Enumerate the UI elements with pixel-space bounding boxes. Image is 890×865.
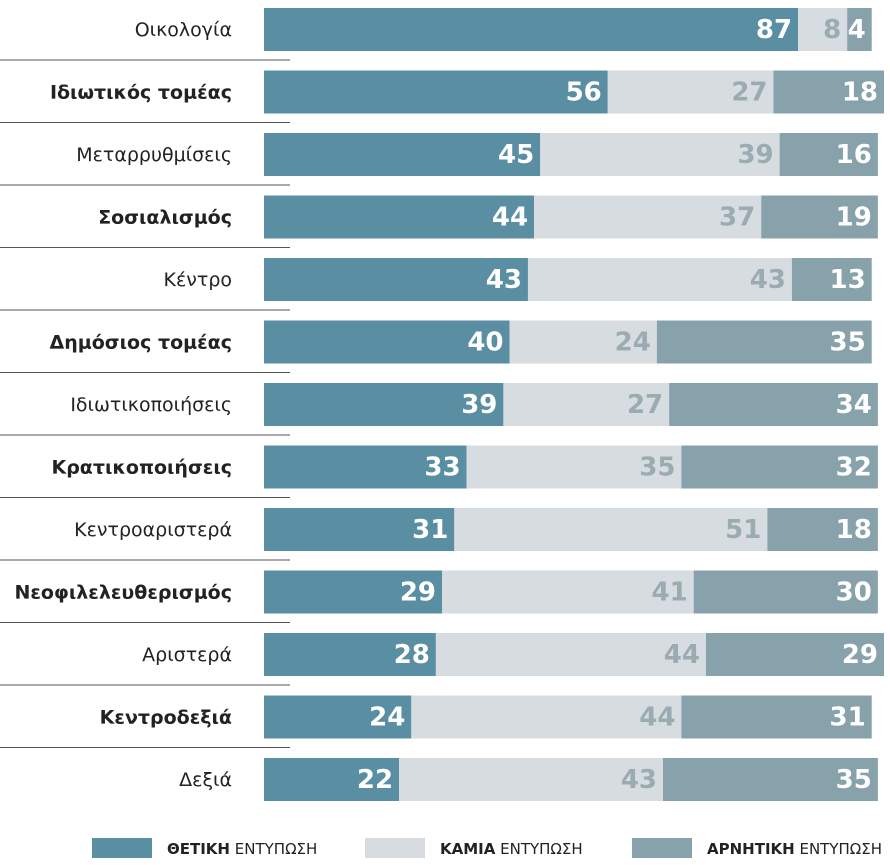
value-label: 29 — [400, 578, 436, 608]
bar-segment — [681, 695, 872, 739]
value-label: 27 — [627, 390, 663, 420]
value-label: 44 — [639, 703, 675, 733]
bar-segment — [466, 445, 682, 489]
value-label: 19 — [836, 203, 872, 233]
category-label: Νεοφιλελευθερισμός — [14, 582, 232, 604]
bar-segment — [264, 695, 412, 739]
bar-segment — [681, 445, 878, 489]
value-label: 43 — [486, 265, 522, 295]
bar-segment — [264, 258, 528, 301]
legend-swatch — [92, 838, 152, 858]
value-label: 56 — [566, 78, 602, 108]
category-label: Κεντροαριστερά — [74, 519, 232, 541]
bar-segment — [503, 383, 670, 426]
legend-label: ΚΑΜΙΑ ΕΝΤΥΠΩΣΗ — [440, 840, 583, 858]
value-label: 27 — [731, 78, 767, 108]
category-label: Σοσιαλισμός — [98, 207, 232, 229]
value-label: 43 — [621, 765, 657, 795]
value-label: 45 — [498, 140, 534, 170]
value-label: 28 — [394, 640, 430, 670]
bar-segment — [693, 570, 878, 614]
value-label: 43 — [750, 265, 786, 295]
value-label: 39 — [737, 140, 773, 170]
value-label: 34 — [836, 390, 872, 420]
bar-segment — [435, 633, 706, 676]
bar-segment — [540, 133, 780, 176]
value-label: 51 — [725, 515, 761, 545]
category-label: Δεξιά — [179, 769, 232, 791]
value-label: 22 — [357, 765, 393, 795]
category-label: Αριστερά — [142, 644, 232, 666]
bar-segment — [264, 320, 510, 364]
category-label: Ιδιωτικοποιήσεις — [70, 394, 232, 416]
bar-segment — [264, 133, 541, 176]
value-label: 32 — [836, 453, 872, 483]
bar-segment — [264, 383, 504, 426]
category-label: Κέντρο — [164, 269, 232, 291]
bar-segment — [534, 195, 762, 239]
bar-segment — [847, 8, 872, 51]
bar-segment — [773, 70, 884, 114]
value-label: 31 — [412, 515, 448, 545]
category-label: Κεντροδεξιά — [100, 707, 232, 729]
bar-segment — [509, 320, 657, 364]
value-label: 30 — [836, 578, 872, 608]
bar-segment — [411, 695, 682, 739]
bar-segment — [669, 383, 878, 426]
category-label: Δημόσιος τομέας — [50, 332, 232, 354]
bar-segment — [264, 508, 455, 551]
legend-swatch — [365, 838, 425, 858]
category-label: Μεταρρυθμίσεις — [76, 144, 232, 166]
value-label: 18 — [836, 515, 872, 545]
bar-segment — [607, 70, 774, 114]
value-label: 35 — [830, 328, 866, 358]
bar-segment — [264, 445, 467, 489]
bar-segment — [767, 508, 878, 551]
value-label: 44 — [492, 203, 528, 233]
value-label: 87 — [756, 15, 792, 45]
bar-segment — [656, 320, 872, 364]
legend-label: ΘΕΤΙΚΗ ΕΝΤΥΠΩΣΗ — [167, 840, 317, 858]
bar-segment — [264, 570, 443, 614]
bar-segment — [264, 70, 608, 114]
value-label: 24 — [369, 703, 405, 733]
value-label: 29 — [842, 640, 878, 670]
bar-segment — [264, 758, 400, 801]
value-label: 33 — [424, 453, 460, 483]
legend-swatch — [632, 838, 692, 858]
bar-segment — [761, 195, 878, 239]
bar-segment — [798, 8, 848, 51]
bar-segment — [399, 758, 664, 801]
value-label: 4 — [848, 15, 866, 45]
value-label: 39 — [461, 390, 497, 420]
value-label: 31 — [830, 703, 866, 733]
value-label: 8 — [823, 15, 841, 45]
bar-segment — [454, 508, 768, 551]
value-label: 13 — [830, 265, 866, 295]
bar-segment — [791, 258, 872, 301]
value-label: 35 — [836, 765, 872, 795]
category-label: Οικολογία — [135, 19, 232, 41]
legend-label: ΑΡΝΗΤΙΚΗ ΕΝΤΥΠΩΣΗ — [707, 840, 882, 858]
value-label: 41 — [652, 578, 688, 608]
bar-segment — [705, 633, 884, 676]
value-label: 37 — [719, 203, 755, 233]
bar-segment — [663, 758, 878, 801]
value-label: 24 — [615, 328, 651, 358]
bar-segment — [264, 195, 535, 239]
category-label: Ιδιωτικός τομέας — [50, 82, 232, 104]
bar-segment — [442, 570, 694, 614]
value-label: 35 — [639, 453, 675, 483]
category-label: Κρατικοποιήσεις — [51, 457, 232, 479]
bar-segment — [779, 133, 878, 176]
bar-segment — [264, 8, 799, 51]
value-label: 18 — [842, 78, 878, 108]
bar-segment — [264, 633, 436, 676]
value-label: 40 — [467, 328, 503, 358]
value-label: 44 — [664, 640, 700, 670]
bar-segment — [527, 258, 792, 301]
value-label: 16 — [836, 140, 872, 170]
